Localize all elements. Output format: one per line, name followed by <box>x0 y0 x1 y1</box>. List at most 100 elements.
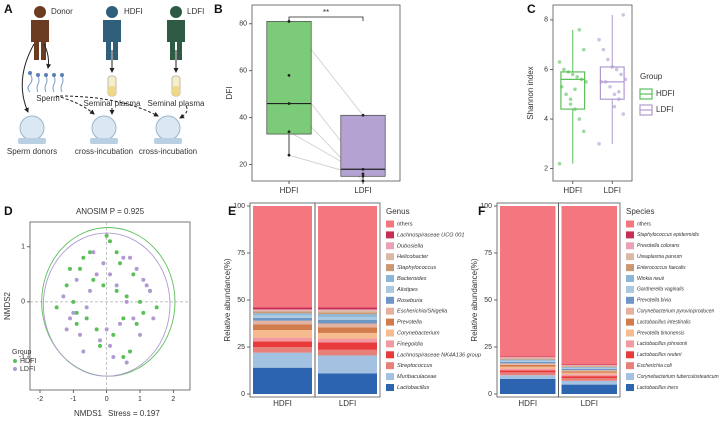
point <box>621 13 626 17</box>
point <box>134 321 139 326</box>
point <box>287 20 291 23</box>
point <box>584 80 588 84</box>
point <box>287 130 291 134</box>
point <box>111 354 116 359</box>
node-label: Sperm donors <box>7 147 57 156</box>
y-tick-label: 25 <box>484 344 492 351</box>
bar-segment <box>561 364 617 366</box>
significance-bracket <box>288 16 364 21</box>
y-tick-label: 8 <box>544 17 548 24</box>
legend-title: Genus <box>386 207 410 216</box>
legend-label: HDFI <box>656 89 675 98</box>
point <box>568 102 573 106</box>
legend-label: Enterococcus faecalis <box>637 265 686 271</box>
legend-label: Helicobacter <box>397 254 429 260</box>
dish <box>154 115 182 144</box>
point <box>608 85 612 89</box>
y-tick-label: 75 <box>237 250 245 257</box>
legend-swatch <box>386 329 394 337</box>
bar-segment <box>500 357 556 359</box>
point <box>114 250 119 255</box>
x-tick-label: HDFI <box>563 186 582 195</box>
y-tick-label: 100 <box>233 203 245 210</box>
point <box>131 272 136 277</box>
bar-segment <box>253 347 312 353</box>
bar-segment <box>500 358 556 360</box>
y-axis-label: Relative abundance(%) <box>223 258 232 341</box>
bar-segment <box>318 316 377 320</box>
point <box>597 37 601 42</box>
point <box>64 327 69 332</box>
bar-segment <box>318 307 377 310</box>
legend-swatch <box>626 340 634 348</box>
legend-label: Lactobacillus <box>397 385 430 391</box>
bar-segment <box>561 366 617 368</box>
y-tick-label: 25 <box>237 344 245 351</box>
point <box>564 92 568 97</box>
point <box>98 338 102 343</box>
x-tick-label: 1 <box>138 396 142 403</box>
bar-segment <box>561 368 617 371</box>
legend-swatch <box>386 384 394 391</box>
legend-swatch <box>626 264 634 272</box>
legend-swatch <box>626 384 634 391</box>
bar-segment <box>500 375 556 379</box>
point <box>557 161 562 166</box>
bar-segment <box>253 330 312 338</box>
y-tick-label: 0 <box>21 299 25 306</box>
legend-swatch <box>626 220 634 228</box>
x-tick-label: LDFI <box>604 186 621 195</box>
significance-label: ** <box>323 8 329 17</box>
point <box>612 104 617 109</box>
bar-segment <box>500 360 556 362</box>
bar-segment <box>318 332 377 339</box>
y-tick-label: 60 <box>239 68 247 75</box>
legend-label: Corynebacterium tuberculostearicum <box>637 374 719 380</box>
point <box>78 266 82 271</box>
legend-swatch <box>386 340 394 348</box>
panel-letter: D <box>4 204 13 218</box>
legend-swatch <box>386 253 394 261</box>
legend-label: Finegoldia <box>397 341 423 347</box>
legend-label: Streptococcus <box>397 363 433 369</box>
point <box>559 85 564 89</box>
y-tick-label: 75 <box>484 250 492 257</box>
legend-label: Roseburia <box>397 298 423 304</box>
point <box>71 299 76 304</box>
point <box>361 167 365 171</box>
y-axis-label: NMDS2 <box>3 291 12 320</box>
point <box>557 60 562 64</box>
legend-swatch <box>386 362 394 370</box>
legend-swatch <box>386 296 394 304</box>
node-label: cross-incubation <box>139 147 197 156</box>
node-label: Seminal plasma <box>148 99 205 108</box>
legend-swatch <box>386 307 394 315</box>
point <box>570 72 575 77</box>
bar-segment <box>561 365 617 366</box>
y-tick-label: 4 <box>544 116 548 123</box>
ldfi-icon <box>167 6 185 60</box>
y-axis-label: Shannon index <box>526 66 535 119</box>
point <box>131 316 136 321</box>
plot-frame <box>29 221 191 391</box>
ellipse <box>42 232 171 377</box>
point <box>61 294 66 299</box>
legend-swatch <box>386 373 394 381</box>
point <box>361 172 365 176</box>
tube <box>171 75 181 97</box>
panel-letter: B <box>214 2 223 16</box>
point <box>617 97 621 101</box>
bar-segment <box>318 310 377 313</box>
legend-label: Corynebacterium <box>397 330 440 336</box>
bar-segment <box>561 374 617 377</box>
bar-segment <box>561 367 617 369</box>
legend-label: Prevotella timonensis <box>637 330 685 336</box>
bar-segment <box>500 366 556 369</box>
bar-segment <box>253 317 312 321</box>
point <box>577 27 582 32</box>
legend-label: Bacteroides <box>397 276 427 282</box>
legend-swatch <box>386 242 394 250</box>
legend-label: Staphylococcus <box>397 265 436 271</box>
legend-label: Prevotella colorans <box>637 243 680 249</box>
donor-icon <box>31 6 49 60</box>
